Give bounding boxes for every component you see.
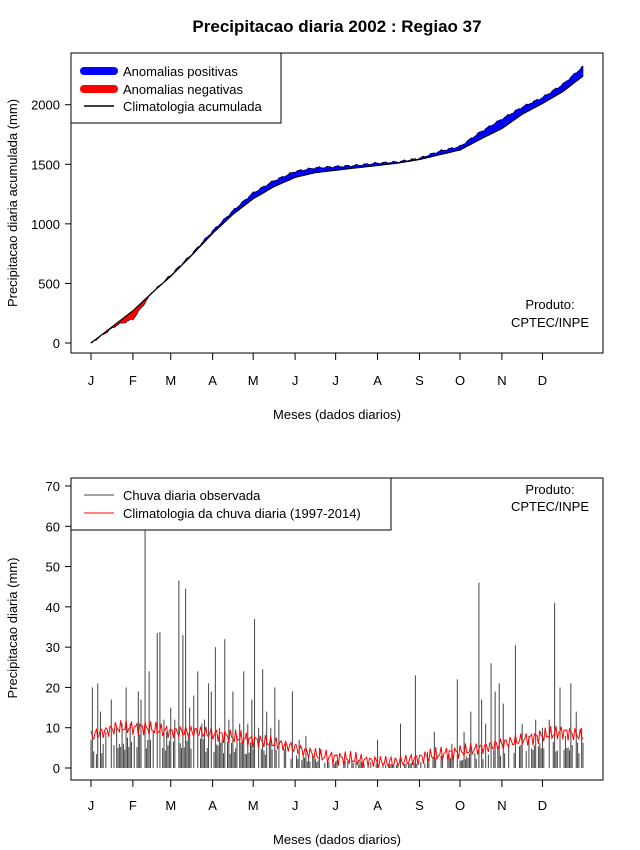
- bottom-product-org: CPTEC/INPE: [511, 499, 589, 514]
- x-tick-label: A: [373, 373, 382, 388]
- x-tick-label: N: [497, 798, 506, 813]
- x-tick-label: J: [88, 373, 95, 388]
- x-tick-label: J: [88, 798, 95, 813]
- bottom-y-axis: 0 10 20 30 40 50 60 70: [46, 479, 71, 776]
- bottom-legend-box: [70, 477, 392, 531]
- y-tick-label: 0: [53, 761, 60, 776]
- positive-anomaly-segment: [581, 65, 584, 78]
- x-tick-label: M: [248, 373, 259, 388]
- y-tick-label: 500: [38, 276, 60, 291]
- x-tick-label: A: [373, 798, 382, 813]
- x-tick-label: A: [208, 373, 217, 388]
- y-tick-label: 30: [46, 640, 60, 655]
- x-tick-label: S: [415, 798, 424, 813]
- x-tick-label: O: [455, 798, 465, 813]
- top-climatology-line: [90, 75, 584, 344]
- x-tick-label: D: [538, 373, 547, 388]
- bottom-chart: 0 10 20 30 40 50 60 70 J F M A M J J A S O N D Meses (dado…: [5, 477, 604, 847]
- top-chart: 0 500 1000 1500 2000 J F M A M J J A S O N D Meses (dad…: [5, 52, 604, 422]
- x-tick-label: J: [332, 798, 339, 813]
- top-product-label: Produto:: [525, 297, 574, 312]
- y-tick-label: 2000: [31, 98, 60, 113]
- y-tick-label: 60: [46, 519, 60, 534]
- x-tick-label: D: [538, 798, 547, 813]
- x-tick-label: J: [292, 798, 299, 813]
- x-tick-label: M: [248, 798, 259, 813]
- y-tick-label: 50: [46, 560, 60, 575]
- top-x-axis-label: Meses (dados diarios): [273, 407, 401, 422]
- y-tick-label: 0: [53, 336, 60, 351]
- top-y-axis-label: Precipitacao diaria acumulada (mm): [5, 99, 20, 307]
- page-title: Precipitacao diaria 2002 : Regiao 37: [192, 17, 481, 36]
- bottom-x-axis-label: Meses (dados diarios): [273, 832, 401, 847]
- legend-negative-label: Anomalias negativas: [123, 82, 243, 97]
- bottom-legend: Chuva diaria observada Climatologia da c…: [70, 477, 392, 531]
- x-tick-label: F: [129, 373, 137, 388]
- top-product-org: CPTEC/INPE: [511, 315, 589, 330]
- legend-bottom-climatology-label: Climatologia da chuva diaria (1997-2014): [123, 506, 361, 521]
- y-tick-label: 1500: [31, 157, 60, 172]
- x-tick-label: M: [165, 373, 176, 388]
- top-plot-frame: [70, 52, 604, 354]
- bottom-observed-bars: [90, 526, 584, 768]
- x-tick-label: M: [165, 798, 176, 813]
- x-tick-label: O: [455, 373, 465, 388]
- y-tick-label: 20: [46, 680, 60, 695]
- legend-observed-label: Chuva diaria observada: [123, 488, 261, 503]
- x-tick-label: N: [497, 373, 506, 388]
- x-tick-label: F: [129, 798, 137, 813]
- top-legend: Anomalias positivas Anomalias negativas …: [70, 52, 282, 124]
- x-tick-label: J: [332, 373, 339, 388]
- y-tick-label: 1000: [31, 217, 60, 232]
- x-tick-label: S: [415, 373, 424, 388]
- bottom-product-label: Produto:: [525, 482, 574, 497]
- y-tick-label: 70: [46, 479, 60, 494]
- legend-climatology-label: Climatologia acumulada: [123, 99, 263, 114]
- y-tick-label: 40: [46, 600, 60, 615]
- bottom-climatology-line: [90, 720, 584, 768]
- top-y-axis: 0 500 1000 1500 2000: [31, 98, 71, 351]
- y-tick-label: 10: [46, 721, 60, 736]
- x-tick-label: A: [208, 798, 217, 813]
- legend-positive-label: Anomalias positivas: [123, 64, 238, 79]
- bottom-y-axis-label: Precipitacao diaria (mm): [5, 558, 20, 699]
- x-tick-label: J: [292, 373, 299, 388]
